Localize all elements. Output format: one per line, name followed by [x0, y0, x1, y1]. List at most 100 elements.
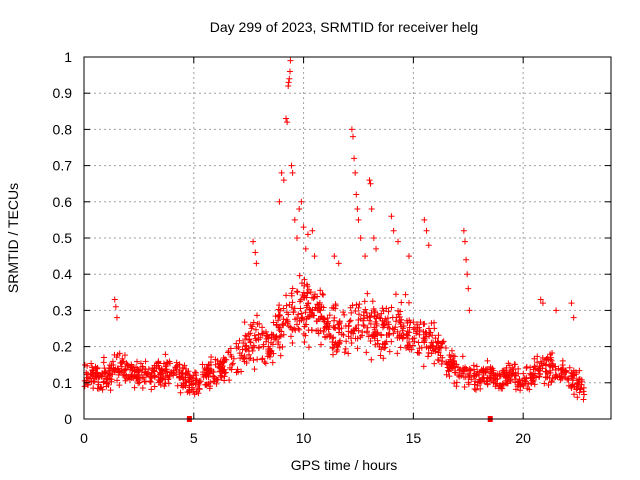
data-point [580, 396, 587, 403]
data-point [131, 384, 138, 391]
x-tick-label: 10 [296, 430, 312, 446]
data-point [177, 389, 184, 396]
data-point [480, 369, 487, 376]
data-point [435, 344, 442, 351]
data-point [280, 316, 287, 323]
data-point [351, 327, 358, 334]
data-point [527, 375, 534, 382]
data-point [183, 379, 190, 386]
data-point [253, 312, 260, 319]
data-point [465, 381, 472, 388]
data-point [368, 206, 375, 213]
data-point [142, 358, 149, 365]
data-point [363, 310, 370, 317]
data-point [416, 327, 423, 334]
data-point [269, 359, 276, 366]
data-point [329, 345, 336, 352]
data-point [534, 359, 541, 366]
data-point [370, 235, 377, 241]
data-point [303, 315, 310, 322]
data-point [474, 379, 481, 386]
grid-lines [84, 57, 611, 419]
data-point [252, 326, 259, 333]
data-point [329, 338, 336, 345]
data-point [262, 360, 269, 367]
data-point [394, 328, 401, 335]
data-point [392, 291, 399, 298]
y-tick-label: 0.9 [53, 85, 73, 101]
data-point [116, 382, 123, 389]
data-point [296, 206, 303, 213]
data-point [288, 162, 295, 169]
data-point [226, 377, 233, 384]
data-point [275, 324, 282, 331]
data-point [484, 375, 491, 382]
y-tick-label: 0.8 [53, 121, 73, 137]
x-tick-label: 15 [406, 430, 422, 446]
data-point [176, 367, 183, 374]
data-point [461, 366, 468, 373]
data-point [116, 350, 123, 357]
data-point [246, 355, 253, 362]
data-point [299, 314, 306, 321]
data-point [201, 365, 208, 372]
data-point [145, 366, 152, 373]
data-point [288, 292, 295, 299]
data-point [243, 342, 250, 349]
data-point [355, 311, 362, 318]
x-tick-label: 5 [190, 430, 198, 446]
data-point [139, 385, 146, 392]
data-point [283, 316, 290, 323]
data-point [284, 119, 291, 126]
data-point [385, 308, 392, 315]
data-point [362, 253, 369, 260]
data-point [267, 339, 274, 346]
data-point [262, 328, 269, 335]
data-point [573, 386, 580, 393]
data-point [301, 338, 308, 345]
data-point [549, 374, 556, 381]
data-point [276, 333, 283, 340]
data-point [275, 341, 281, 348]
data-point [468, 376, 475, 383]
data-point [332, 302, 339, 309]
data-point [365, 333, 372, 340]
data-point [360, 312, 367, 319]
y-tick-label: 0.5 [53, 230, 73, 246]
y-tick-label: 0 [64, 411, 72, 427]
data-point [243, 360, 250, 367]
data-point [547, 363, 554, 370]
data-point [243, 333, 250, 340]
data-point [221, 373, 228, 380]
data-point [313, 318, 320, 325]
data-point [546, 361, 553, 368]
data-point [449, 360, 456, 367]
data-point [336, 325, 343, 332]
data-point [306, 306, 313, 313]
data-point [289, 285, 296, 292]
data-point [531, 363, 538, 370]
data-point [282, 319, 289, 326]
data-point [147, 378, 154, 385]
data-point [270, 319, 277, 326]
data-point [464, 271, 471, 278]
plot-frame [83, 56, 612, 420]
data-point [537, 296, 544, 303]
data-point [429, 332, 436, 339]
data-point [548, 357, 555, 364]
data-point [398, 299, 405, 306]
data-point [410, 326, 417, 333]
data-point [470, 362, 477, 369]
data-point [366, 177, 373, 184]
data-point [270, 350, 277, 357]
data-point [233, 369, 240, 376]
data-point [364, 324, 371, 331]
data-point [191, 391, 198, 398]
data-point [289, 169, 296, 176]
data-point [405, 332, 412, 339]
data-point [241, 319, 248, 326]
data-point [575, 379, 582, 386]
data-point [294, 289, 301, 296]
data-point [345, 350, 352, 357]
data-point [119, 358, 126, 365]
